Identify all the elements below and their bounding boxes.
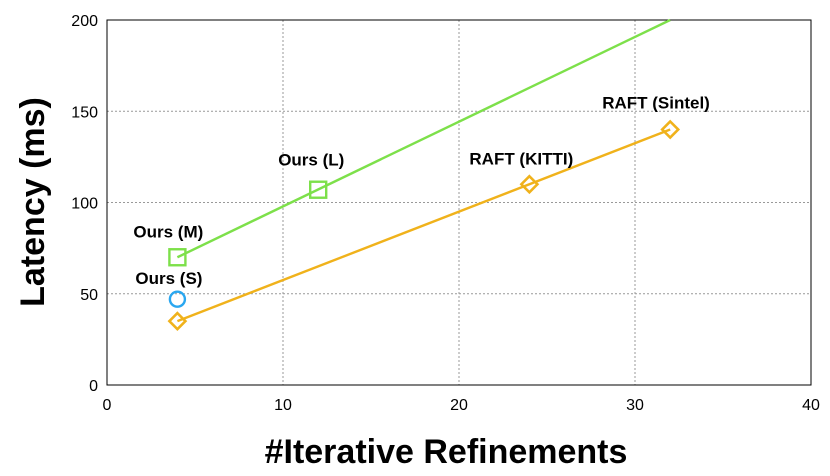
tick-labels: 0 10 20 30 40 0 50 100 150 200 — [71, 13, 820, 414]
y-axis-title: Latency (ms) — [14, 97, 52, 307]
y-tick-label: 100 — [71, 196, 98, 213]
x-tick-label: 30 — [626, 397, 644, 414]
point-label: RAFT (KITTI) — [469, 149, 573, 168]
x-tick-label: 0 — [103, 397, 112, 414]
series-0-line — [176, 18, 671, 259]
x-tick-label: 20 — [450, 397, 468, 414]
diamond-marker — [167, 311, 188, 331]
series-2 — [168, 290, 187, 308]
plot-frame — [106, 19, 812, 386]
point-annotations: Ours (M) Ours (L) RAFT (KITTI) RAFT (Sintel… — [133, 94, 709, 289]
y-tick-label: 50 — [80, 287, 98, 304]
square-marker — [309, 180, 328, 199]
grid-lines — [107, 20, 811, 385]
diamond-marker — [660, 119, 681, 140]
series-layer — [167, 18, 681, 331]
series-1 — [167, 119, 681, 331]
x-tick-label: 10 — [274, 397, 292, 414]
x-axis-title: #Iterative Refinements — [265, 433, 628, 471]
point-label: RAFT (Sintel) — [602, 94, 710, 113]
y-tick-label: 200 — [71, 13, 98, 30]
circle-marker — [168, 290, 187, 308]
series-0 — [168, 18, 671, 267]
point-label: Ours (S) — [135, 269, 202, 288]
y-tick-label: 150 — [71, 104, 98, 121]
point-label: Ours (M) — [133, 222, 203, 241]
square-marker — [168, 248, 187, 267]
y-tick-label: 0 — [89, 378, 98, 395]
x-tick-label: 40 — [802, 397, 820, 414]
diamond-marker — [519, 174, 540, 195]
series-1-line — [176, 128, 671, 323]
point-label: Ours (L) — [278, 151, 344, 170]
